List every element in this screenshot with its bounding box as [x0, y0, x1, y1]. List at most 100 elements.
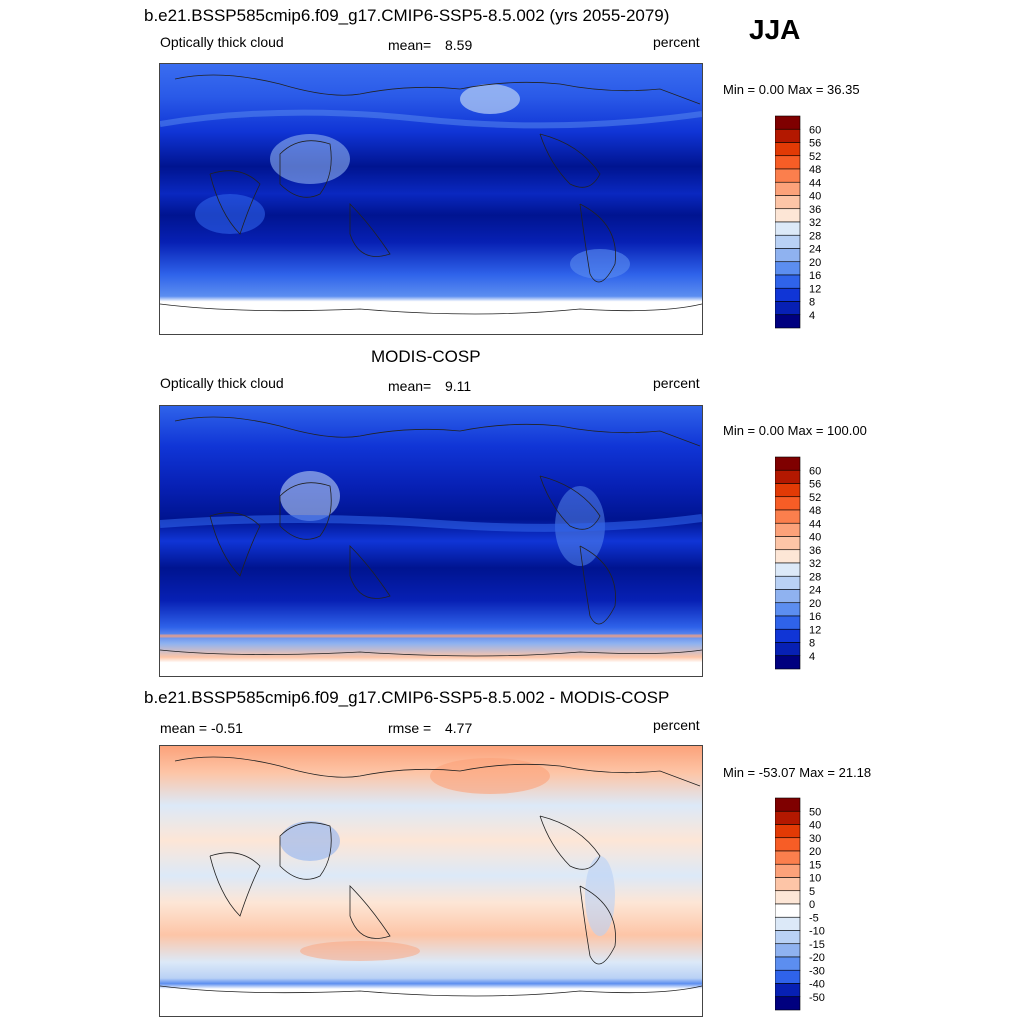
colorbar-tick-label: 20	[809, 846, 821, 858]
panel3-mean-label: mean = -0.51	[160, 720, 243, 736]
colorbar-swatch	[775, 509, 801, 524]
colorbar-tick-label: 4	[809, 310, 815, 322]
colorbar-swatch	[775, 496, 801, 511]
colorbar-tick-label: -40	[809, 979, 825, 991]
panel1-minmax: Min = 0.00 Max = 36.35	[723, 82, 860, 97]
colorbar-swatch	[775, 301, 801, 316]
panel2-map-svg	[160, 406, 702, 676]
colorbar-tick-label: -20	[809, 952, 825, 964]
colorbar-tick-label: 50	[809, 806, 821, 818]
colorbar-swatch	[775, 155, 801, 170]
panel2-map	[159, 405, 703, 677]
colorbar-tick-label: 0	[809, 899, 815, 911]
panel3-units: percent	[653, 717, 700, 733]
colorbar-tick-label: 28	[809, 230, 821, 242]
colorbar-swatch	[775, 456, 801, 471]
colorbar-tick-label: 60	[809, 465, 821, 477]
colorbar-swatch	[775, 469, 801, 484]
colorbar-tick-label: 32	[809, 217, 821, 229]
colorbar-tick-label: -15	[809, 939, 825, 951]
panel1-units: percent	[653, 34, 700, 50]
panel1-map-svg	[160, 64, 702, 334]
colorbar-swatch	[775, 850, 801, 865]
colorbar-tick-label: 56	[809, 138, 821, 150]
panel1-stat-value: 8.59	[445, 37, 473, 53]
colorbar-tick-label: 8	[809, 638, 815, 650]
colorbar-tick-label: 10	[809, 873, 821, 885]
panel2-units: percent	[653, 375, 700, 391]
colorbar-swatch	[775, 483, 801, 498]
colorbar-swatch	[775, 969, 801, 984]
colorbar-swatch	[775, 168, 801, 183]
colorbar-swatch	[775, 943, 801, 958]
colorbar-tick-label: 20	[809, 598, 821, 610]
colorbar-swatch	[775, 234, 801, 249]
panel3-stat-label: rmse =	[388, 720, 432, 736]
colorbar-swatch	[775, 549, 801, 564]
colorbar-swatch	[775, 522, 801, 537]
colorbar-swatch	[775, 115, 801, 130]
colorbar-swatch	[775, 195, 801, 210]
colorbar-tick-label: 48	[809, 164, 821, 176]
colorbar-swatch	[775, 930, 801, 945]
colorbar-tick-label: 44	[809, 518, 821, 530]
colorbar-swatch	[775, 208, 801, 223]
colorbar-tick-label: 4	[809, 651, 815, 663]
colorbar-tick-label: 40	[809, 820, 821, 832]
colorbar-tick-label: 32	[809, 558, 821, 570]
colorbar-swatch	[775, 810, 801, 825]
panel3-map	[159, 745, 703, 1017]
panel3-map-svg	[160, 746, 702, 1016]
colorbar-swatch	[775, 181, 801, 196]
colorbar-swatch	[775, 589, 801, 604]
colorbar-tick-label: 16	[809, 611, 821, 623]
panel2-stat-label: mean=	[388, 378, 432, 394]
colorbar-tick-label: 48	[809, 505, 821, 517]
colorbar-tick-label: -5	[809, 912, 819, 924]
panel1-stat-label: mean=	[388, 37, 432, 53]
panel1-map	[159, 63, 703, 335]
panel2-variable-label: Optically thick cloud	[160, 375, 284, 391]
colorbar-swatch	[775, 837, 801, 852]
colorbar-tick-label: 20	[809, 257, 821, 269]
season-label: JJA	[749, 14, 801, 45]
colorbar-swatch	[775, 602, 801, 617]
colorbar-tick-label: 16	[809, 270, 821, 282]
colorbar-tick-label: -30	[809, 965, 825, 977]
colorbar-swatch	[775, 797, 801, 812]
colorbar-tick-label: 40	[809, 191, 821, 203]
colorbar-tick-label: 36	[809, 545, 821, 557]
colorbar-swatch	[775, 655, 801, 670]
colorbar-tick-label: 60	[809, 124, 821, 136]
colorbar-tick-label: 5	[809, 886, 815, 898]
colorbar-tick-label: 30	[809, 833, 821, 845]
colorbar-swatch	[775, 863, 801, 878]
colorbar-tick-label: 56	[809, 479, 821, 491]
colorbar-swatch	[775, 274, 801, 289]
colorbar-tick-label: -50	[809, 992, 825, 1004]
colorbar-swatch	[775, 314, 801, 329]
colorbar-tick-label: 12	[809, 624, 821, 636]
colorbar-tick-label: 8	[809, 297, 815, 309]
colorbar-tick-label: -10	[809, 926, 825, 938]
colorbar-swatch	[775, 824, 801, 839]
colorbar-swatch	[775, 128, 801, 143]
colorbar-tick-label: 28	[809, 571, 821, 583]
colorbar-swatch	[775, 562, 801, 577]
colorbar-swatch	[775, 536, 801, 551]
panel3-minmax: Min = -53.07 Max = 21.18	[723, 765, 872, 780]
colorbar-tick-label: 52	[809, 151, 821, 163]
colorbar-tick-label: 40	[809, 532, 821, 544]
panel3-stat-value: 4.77	[445, 720, 473, 736]
colorbar-tick-label: 15	[809, 859, 821, 871]
colorbar-swatch	[775, 877, 801, 892]
colorbar-swatch	[775, 221, 801, 236]
colorbar-swatch	[775, 890, 801, 905]
colorbar-swatch	[775, 615, 801, 630]
colorbar-swatch	[775, 996, 801, 1011]
colorbar-swatch	[775, 287, 801, 302]
panel1-title: b.e21.BSSP585cmip6.f09_g17.CMIP6-SSP5-8.…	[144, 6, 670, 25]
panel3-title: b.e21.BSSP585cmip6.f09_g17.CMIP6-SSP5-8.…	[144, 688, 670, 707]
